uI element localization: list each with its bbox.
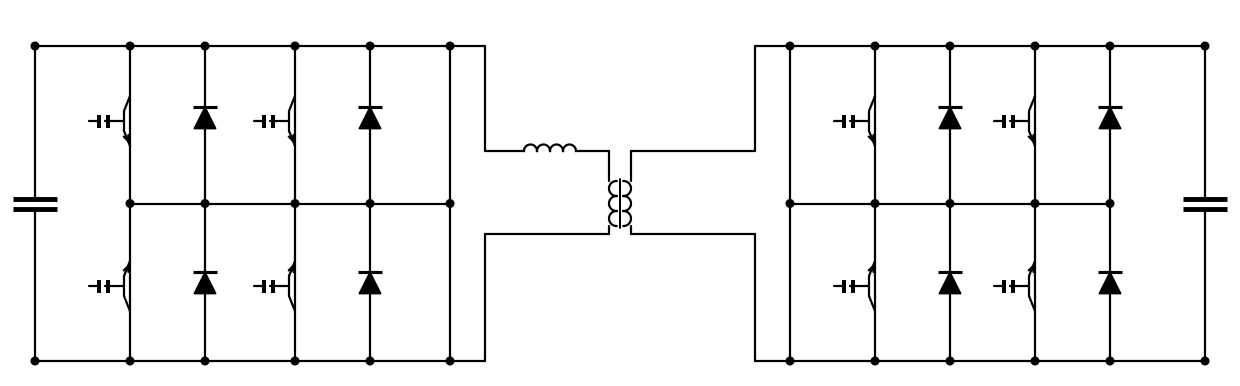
Circle shape: [446, 357, 454, 365]
Circle shape: [1106, 357, 1114, 365]
Circle shape: [946, 200, 954, 207]
Circle shape: [1202, 357, 1209, 365]
Circle shape: [786, 42, 794, 50]
Circle shape: [1032, 357, 1039, 365]
Circle shape: [1032, 42, 1039, 50]
Polygon shape: [195, 272, 216, 294]
Circle shape: [1032, 200, 1039, 207]
Circle shape: [1106, 42, 1114, 50]
Circle shape: [786, 357, 794, 365]
Circle shape: [872, 357, 879, 365]
Circle shape: [1106, 200, 1114, 207]
Circle shape: [201, 200, 208, 207]
Polygon shape: [360, 272, 381, 294]
Circle shape: [1202, 42, 1209, 50]
Polygon shape: [1099, 107, 1121, 129]
Circle shape: [946, 357, 954, 365]
Circle shape: [291, 357, 299, 365]
Polygon shape: [1099, 272, 1121, 294]
Circle shape: [291, 42, 299, 50]
Polygon shape: [939, 107, 961, 129]
Circle shape: [201, 357, 208, 365]
Circle shape: [446, 42, 454, 50]
Circle shape: [872, 200, 879, 207]
Circle shape: [366, 200, 373, 207]
Circle shape: [446, 200, 454, 207]
Circle shape: [126, 357, 134, 365]
Circle shape: [366, 42, 373, 50]
Polygon shape: [939, 272, 961, 294]
Circle shape: [126, 42, 134, 50]
Circle shape: [872, 42, 879, 50]
Polygon shape: [195, 107, 216, 129]
Circle shape: [126, 200, 134, 207]
Circle shape: [31, 357, 38, 365]
Circle shape: [291, 200, 299, 207]
Circle shape: [31, 42, 38, 50]
Circle shape: [366, 357, 373, 365]
Circle shape: [786, 200, 794, 207]
Circle shape: [201, 42, 208, 50]
Polygon shape: [360, 107, 381, 129]
Circle shape: [946, 42, 954, 50]
